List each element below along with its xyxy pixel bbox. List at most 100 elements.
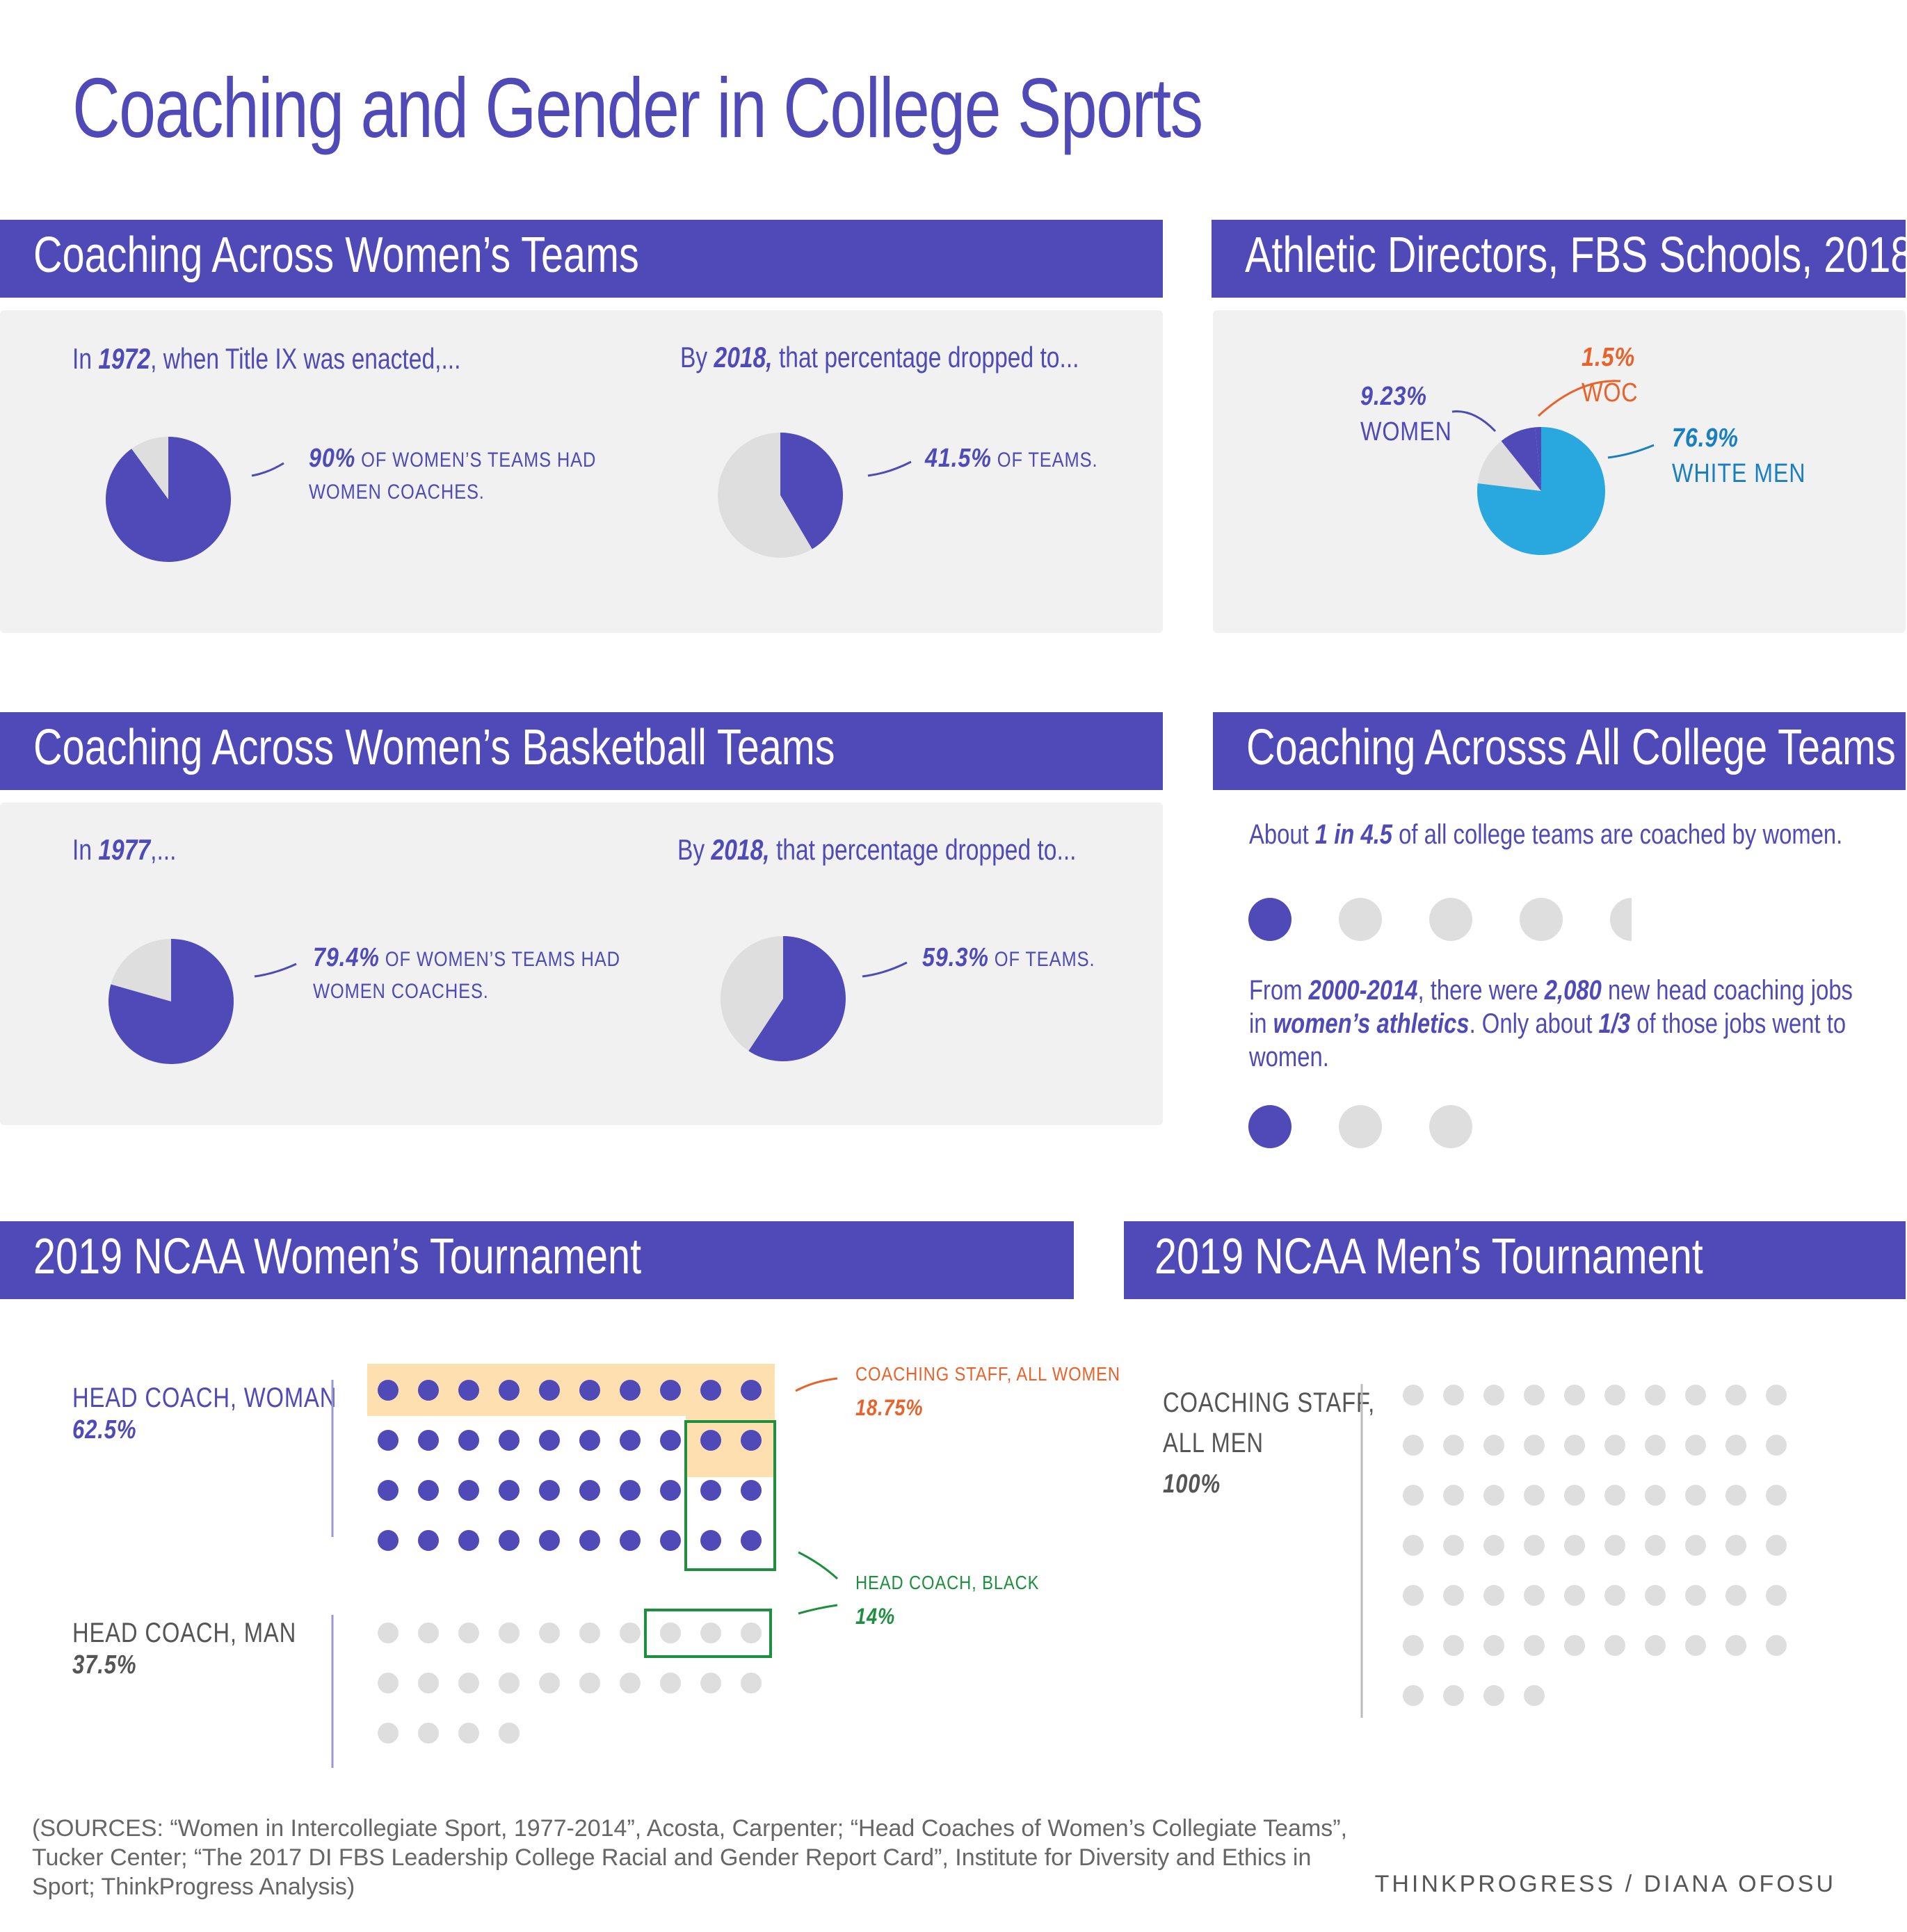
mens-staff-dot xyxy=(1443,1385,1464,1406)
head-coach-woman-dot xyxy=(620,1480,641,1501)
mens-staff-dot xyxy=(1483,1685,1504,1706)
head-coach-man-dot xyxy=(579,1673,600,1693)
head-coach-man-dot xyxy=(458,1723,479,1744)
head-coach-woman-dot xyxy=(700,1430,721,1451)
mens-staff-dot xyxy=(1403,1385,1424,1406)
leader-line xyxy=(1607,444,1655,459)
leader-line xyxy=(251,462,284,477)
mens-staff-dot xyxy=(1766,1385,1787,1406)
mens-staff-dot xyxy=(1443,1685,1464,1706)
label-head-coach-woman: HEAD COACH, WOMAN 62.5% xyxy=(72,1383,337,1444)
mens-staff-dot xyxy=(1766,1535,1787,1556)
mens-staff-dot xyxy=(1645,1385,1666,1406)
head-coach-man-dot xyxy=(579,1623,600,1643)
mens-staff-dot xyxy=(1524,1435,1545,1456)
intro-1972: In 1972, when Title IX was enacted,... xyxy=(72,342,461,375)
head-coach-woman-dot xyxy=(499,1480,520,1501)
label-coaching-staff-all-men: COACHING STAFF, ALL MEN 100% xyxy=(1163,1387,1376,1499)
head-coach-woman-dot xyxy=(418,1430,439,1451)
head-coach-woman-dot xyxy=(579,1380,600,1401)
head-coach-woman-dot xyxy=(660,1430,681,1451)
ratio-dot xyxy=(1339,898,1382,941)
text-one-in-4-5: About 1 in 4.5 of all college teams are … xyxy=(1249,819,1843,850)
leader-line xyxy=(254,963,297,978)
head-coach-woman-dot xyxy=(378,1430,399,1451)
leader-line xyxy=(798,1604,838,1615)
head-coach-woman-dot xyxy=(660,1380,681,1401)
head-coach-woman-dot xyxy=(741,1480,762,1501)
mens-staff-dot xyxy=(1685,1585,1706,1606)
head-coach-woman-dot xyxy=(418,1530,439,1551)
head-coach-woman-dot xyxy=(539,1430,560,1451)
head-coach-woman-dot xyxy=(539,1480,560,1501)
head-coach-man-dot xyxy=(620,1673,641,1693)
head-coach-woman-dot xyxy=(741,1430,762,1451)
head-coach-woman-dot xyxy=(700,1530,721,1551)
mens-staff-dot xyxy=(1443,1485,1464,1506)
label-79-4: 79.4% OF WOMEN’S TEAMS HAD WOMEN COACHES… xyxy=(313,943,620,1003)
section-header-athletic-directors: Athletic Directors, FBS Schools, 2018 xyxy=(1212,220,1907,298)
mens-staff-dot xyxy=(1685,1485,1706,1506)
mens-staff-dot xyxy=(1403,1685,1424,1706)
ratio-dot xyxy=(1429,1105,1472,1148)
ratio-dot xyxy=(1248,1105,1292,1148)
head-coach-man-dot xyxy=(741,1623,762,1643)
mens-staff-dot xyxy=(1604,1635,1625,1656)
head-coach-woman-dot xyxy=(700,1480,721,1501)
label-head-coach-black: HEAD COACH, BLACK 14% xyxy=(855,1572,1040,1629)
head-coach-woman-dot xyxy=(741,1530,762,1551)
head-coach-black-box xyxy=(684,1420,776,1571)
mens-staff-dot xyxy=(1645,1435,1666,1456)
mens-staff-dot xyxy=(1564,1485,1585,1506)
head-coach-woman-dot xyxy=(499,1430,520,1451)
page-title: Coaching and Gender in College Sports xyxy=(72,61,1203,155)
mens-staff-dot xyxy=(1524,1635,1545,1656)
head-coach-man-dot xyxy=(458,1623,479,1643)
mens-staff-dot xyxy=(1645,1585,1666,1606)
mens-staff-dot xyxy=(1725,1435,1746,1456)
head-coach-woman-dot xyxy=(579,1430,600,1451)
leader-line xyxy=(795,1377,838,1392)
mens-staff-dot xyxy=(1725,1635,1746,1656)
mens-staff-dot xyxy=(1564,1385,1585,1406)
head-coach-woman-dot xyxy=(418,1480,439,1501)
leader-line xyxy=(798,1551,839,1580)
head-coach-man-dot xyxy=(700,1673,721,1693)
mens-staff-dot xyxy=(1524,1585,1545,1606)
leader-line xyxy=(1537,380,1621,417)
pie-slice-women-coaches xyxy=(108,939,234,1064)
leader-line xyxy=(867,460,912,477)
head-coach-woman-dot xyxy=(458,1380,479,1401)
head-coach-man-dot xyxy=(539,1673,560,1693)
head-coach-man-dot xyxy=(499,1623,520,1643)
section-header-womens-tournament: 2019 NCAA Women’s Tournament xyxy=(0,1221,1074,1299)
head-coach-man-dot xyxy=(418,1673,439,1693)
mens-staff-dot xyxy=(1524,1385,1545,1406)
mens-staff-dot xyxy=(1604,1485,1625,1506)
ratio-dot xyxy=(1520,898,1563,941)
label-41-5: 41.5% OF TEAMS. xyxy=(925,444,1098,473)
section-title: Coaching Across Women’s Teams xyxy=(33,227,639,283)
mens-staff-dot xyxy=(1483,1635,1504,1656)
head-coach-woman-dot xyxy=(499,1530,520,1551)
head-coach-man-dot xyxy=(378,1723,399,1744)
head-coach-woman-dot xyxy=(378,1380,399,1401)
head-coach-woman-dot xyxy=(378,1480,399,1501)
head-coach-black-box xyxy=(644,1609,772,1658)
head-coach-man-dot xyxy=(700,1623,721,1643)
mens-staff-dot xyxy=(1685,1385,1706,1406)
head-coach-man-dot xyxy=(499,1673,520,1693)
credit: THINKPROGRESS / DIANA OFOSU xyxy=(1374,1871,1836,1897)
head-coach-man-dot xyxy=(539,1623,560,1643)
label-staff-all-women: COACHING STAFF, ALL WOMEN 18.75% xyxy=(855,1363,1120,1420)
mens-staff-dot xyxy=(1645,1635,1666,1656)
intro-2018-basketball: By 2018, that percentage dropped to... xyxy=(677,833,1077,866)
mens-staff-dot xyxy=(1483,1385,1504,1406)
mens-staff-dot xyxy=(1604,1535,1625,1556)
label-head-coach-man: HEAD COACH, MAN 37.5% xyxy=(72,1618,297,1680)
mens-staff-dot xyxy=(1403,1635,1424,1656)
head-coach-woman-dot xyxy=(660,1530,681,1551)
label-white-men: 76.9% WHITE MEN xyxy=(1672,424,1806,488)
mens-staff-dot xyxy=(1725,1585,1746,1606)
mens-staff-dot xyxy=(1725,1535,1746,1556)
